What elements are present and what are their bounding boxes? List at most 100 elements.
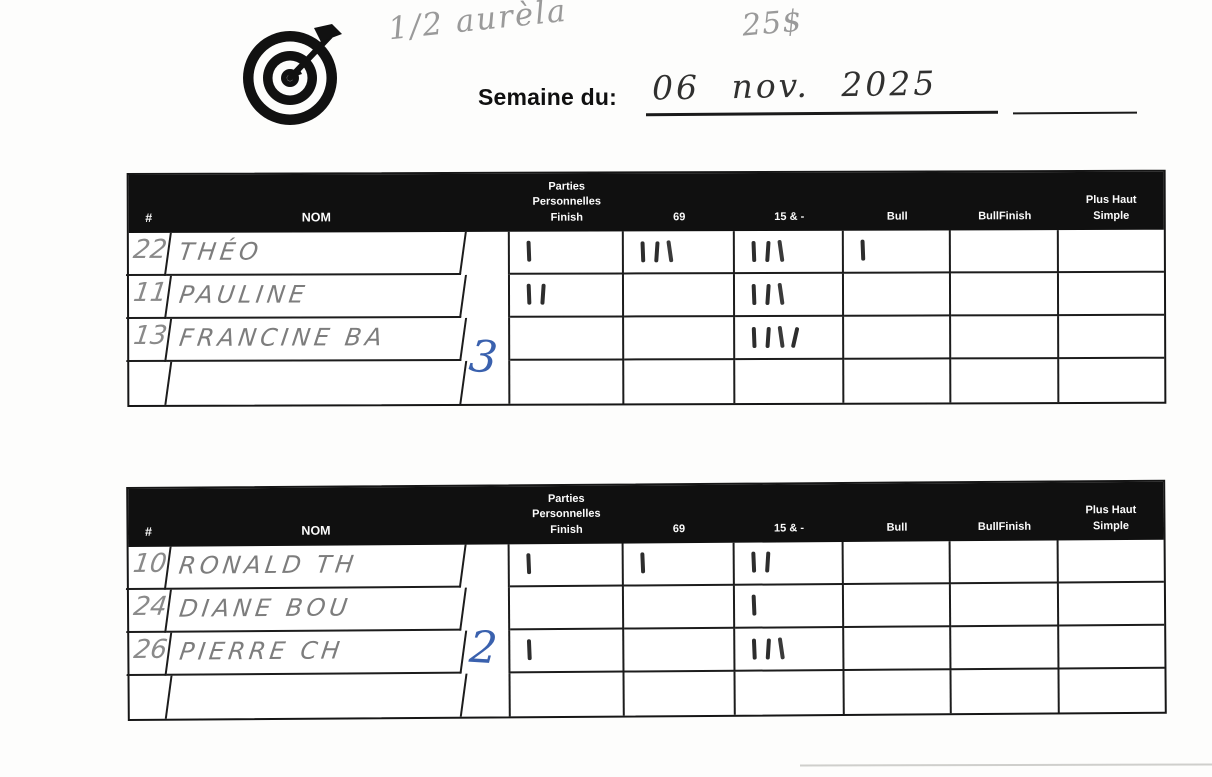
column-header-name: NOM (301, 523, 331, 538)
tally-mark (539, 283, 545, 305)
tally-mark (653, 241, 659, 263)
group-score-cell (463, 231, 510, 275)
column-header-plus: Plus Haut Simple (1085, 504, 1137, 532)
player-number-cell (126, 675, 173, 720)
week-of-label: Semaine du: (478, 84, 617, 110)
tally-mark (666, 240, 673, 263)
tally-mark (777, 325, 785, 349)
tally-cell-c69 (624, 360, 736, 404)
scan-artifact-line (799, 763, 1212, 767)
tally-mark (751, 326, 757, 349)
tally-cell-finish (509, 274, 625, 318)
group-score-cell (463, 544, 510, 588)
column-header-finish: Parties Personnelles Finish (532, 492, 601, 536)
column-header-name: NOM (301, 209, 331, 224)
week-date-handwritten: 06 nov. 2025 (651, 63, 938, 108)
tally-cell-plus (1058, 272, 1165, 317)
column-header-finish: Parties Personnelles Finish (532, 180, 601, 224)
tally-cell-finish (510, 317, 625, 361)
tally-cell-c69 (624, 628, 736, 673)
tally-cell-bullfinish (950, 540, 1059, 585)
tally-mark (751, 638, 757, 660)
score-table-1: # NOM Parties Personnelles Finish 69 15 & - B… (125, 169, 1167, 407)
tally-mark (764, 283, 770, 306)
tally-mark (777, 239, 784, 263)
tally-cell-bull (843, 273, 952, 317)
column-header-plus: Plus Haut Simple (1085, 194, 1137, 222)
tally-cell-c15 (734, 584, 845, 629)
tally-cell-bullfinish (950, 273, 1060, 317)
tally-cell-bull (844, 627, 952, 671)
tally-cell-c69 (624, 317, 736, 361)
tally-cell-bull (844, 316, 952, 360)
column-header-num: # (145, 210, 153, 225)
column-header-bullfinish: BullFinish (978, 209, 1032, 222)
column-header-c15: 15 & - (774, 210, 805, 223)
group-score-handwritten: 3 (466, 330, 500, 385)
tally-mark (860, 239, 865, 261)
tally-cell-plus (1059, 625, 1165, 670)
pencil-note: 1/2 aurèla (386, 0, 570, 48)
column-header-c69: 69 (673, 210, 686, 223)
tally-cell-c69 (623, 274, 736, 318)
tally-cell-c69 (624, 671, 736, 716)
tally-cell-bullfinish (950, 583, 1060, 628)
tally-cell-plus (1059, 359, 1164, 402)
table-body: 3 22 THÉO 11 PAULINE 13 FRANCINE BA (125, 229, 1165, 406)
tally-cell-finish (509, 231, 624, 275)
tally-cell-finish (510, 360, 625, 404)
tally-mark (526, 639, 532, 661)
tally-mark (640, 552, 645, 574)
column-header-bull: Bull (886, 210, 908, 223)
group-score-cell (463, 274, 511, 318)
player-name-cell: DIANE BOU (166, 587, 467, 633)
tally-cell-c15 (735, 627, 845, 672)
column-header-c69: 69 (672, 522, 686, 535)
player-number-cell: 13 (126, 318, 173, 363)
tally-mark (777, 637, 785, 660)
score-table-2: # NOM Parties Personnelles Finish 69 15 & - B… (125, 479, 1167, 721)
tally-cell-finish (510, 629, 625, 674)
tally-cell-bullfinish (951, 669, 1060, 714)
column-header-c15: 15 & - (773, 521, 805, 535)
tally-mark (764, 240, 770, 263)
tally-cell-plus (1059, 315, 1165, 360)
tally-cell-bull (843, 584, 952, 628)
player-name-cell (166, 673, 468, 719)
tally-cell-bull (844, 359, 952, 403)
week-underline (645, 110, 999, 117)
tally-cell-bullfinish (950, 230, 1059, 274)
tally-cell-c69 (623, 585, 736, 630)
table-row (126, 359, 1164, 406)
tally-mark (751, 240, 756, 263)
dartboard-icon (243, 24, 342, 125)
tally-cell-plus (1058, 539, 1164, 584)
player-name-cell: FRANCINE BA (166, 317, 468, 362)
tally-mark (790, 326, 799, 349)
tally-cell-finish (509, 543, 624, 588)
week-underline-2 (1012, 111, 1138, 115)
table-row: 26 PIERRE CH (126, 625, 1165, 677)
table-row: 22 THÉO (125, 229, 1164, 277)
tally-cell-c69 (623, 231, 735, 275)
tally-mark (526, 553, 531, 575)
table-body: 2 10 RONALD TH 24 DIANE BOU 26 PIERRE CH (125, 539, 1165, 720)
tally-cell-plus (1058, 582, 1165, 627)
table-row: 10 RONALD TH (125, 539, 1164, 591)
player-name-cell: THÉO (165, 231, 467, 276)
tally-cell-c15 (734, 541, 844, 586)
player-name-cell (166, 360, 468, 405)
group-score-handwritten: 2 (467, 621, 499, 675)
tally-mark (526, 283, 531, 305)
tally-mark (764, 551, 770, 573)
player-name-cell: PIERRE CH (166, 630, 468, 676)
table-header-row: # NOM Parties Personnelles Finish 69 15 & - B… (128, 481, 1164, 547)
table-row: 13 FRANCINE BA (126, 315, 1165, 363)
column-header-bullfinish: BullFinish (977, 520, 1032, 533)
tally-cell-plus (1058, 229, 1164, 274)
tally-cell-c15 (734, 273, 845, 318)
tally-cell-finish (509, 586, 625, 631)
pencil-amount-note: 25$ (740, 3, 804, 44)
tally-cell-c15 (735, 316, 845, 361)
player-number-cell: 26 (126, 632, 173, 677)
